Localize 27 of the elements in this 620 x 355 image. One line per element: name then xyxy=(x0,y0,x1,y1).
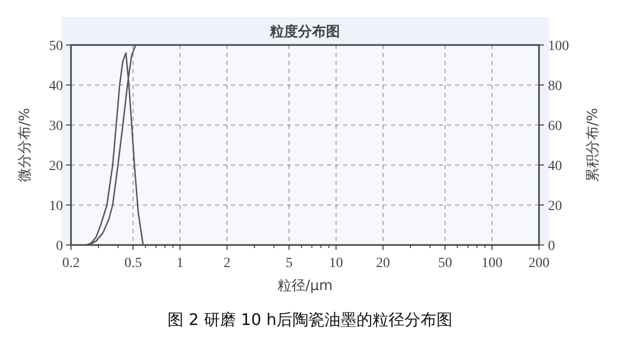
x-axis-title: 粒径/μm xyxy=(277,278,333,294)
y2-tick-label: 80 xyxy=(548,79,562,94)
y-tick-label: 0 xyxy=(56,239,63,254)
y2-tick-label: 60 xyxy=(548,119,562,134)
x-tick-label: 200 xyxy=(528,256,550,271)
x-tick-label: 1 xyxy=(176,256,184,271)
y-axis-title: 微分分布/% xyxy=(17,108,33,182)
y2-tick-label: 40 xyxy=(548,159,562,174)
x-tick-label: 20 xyxy=(376,256,390,271)
y-tick-label: 40 xyxy=(49,79,63,94)
x-tick-label: 100 xyxy=(482,256,503,271)
y2-tick-label: 20 xyxy=(548,199,562,214)
x-tick-label: 50 xyxy=(438,256,452,271)
y2-tick-label: 100 xyxy=(548,39,569,54)
x-tick-label: 0.2 xyxy=(62,256,80,271)
y-tick-label: 50 xyxy=(49,39,63,54)
caption: 图 2 研磨 10 h后陶瓷油墨的粒径分布图 xyxy=(167,310,453,329)
chart-title: 粒度分布图 xyxy=(269,23,340,40)
y-tick-label: 30 xyxy=(49,119,63,134)
x-tick-label: 5 xyxy=(286,256,293,271)
y2-axis-title: 累积分布/% xyxy=(585,108,601,182)
y-tick-label: 20 xyxy=(49,159,63,174)
x-tick-label: 2 xyxy=(224,256,230,271)
x-tick-label: 10 xyxy=(329,256,344,271)
x-tick-label: 0.5 xyxy=(124,256,142,271)
y2-tick-label: 0 xyxy=(548,239,555,254)
y-tick-label: 10 xyxy=(49,199,63,214)
